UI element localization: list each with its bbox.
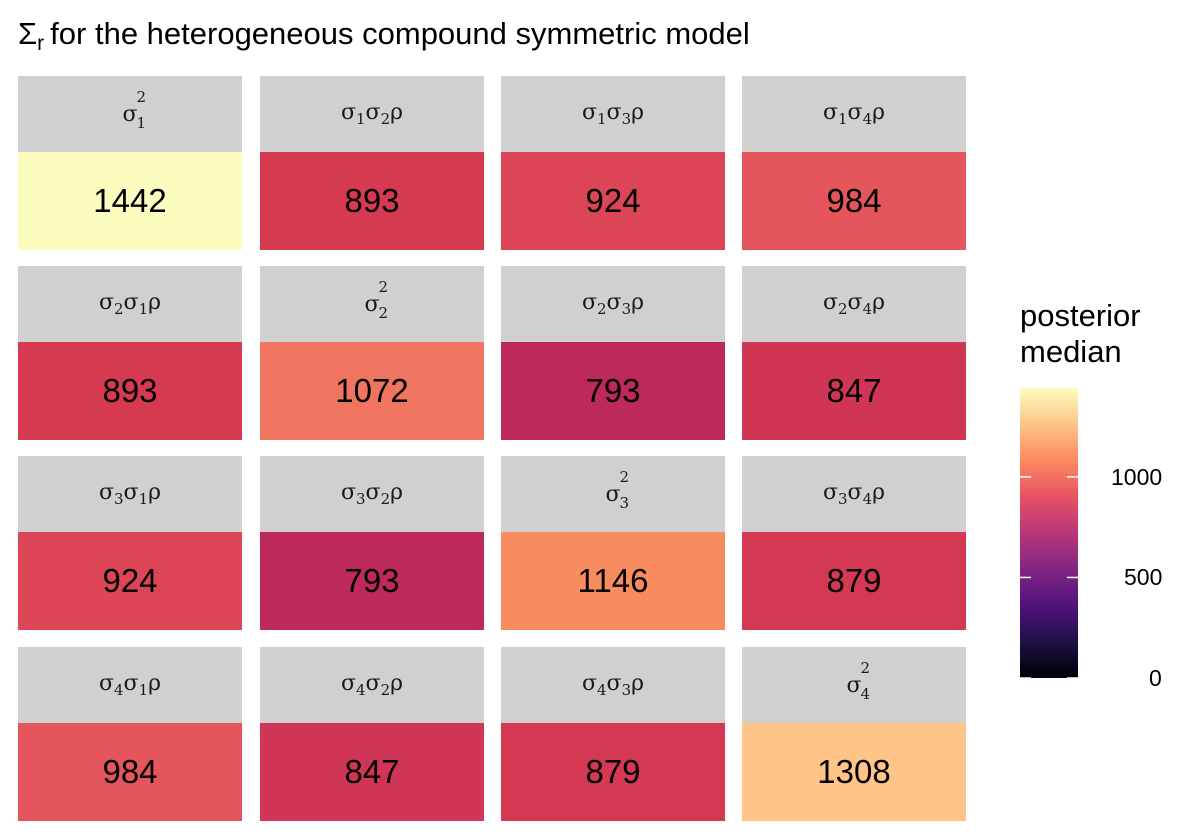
legend-title-line-2: median [1020, 334, 1122, 369]
cell-strip-label: σ4σ2ρ [260, 647, 484, 723]
heatmap-cell: σ1σ2ρ 893 [260, 76, 484, 250]
cell-value: 893 [18, 342, 242, 440]
cell-strip-label: σ1σ4ρ [742, 76, 966, 152]
colorbar-tick-label: 1000 [1111, 463, 1163, 490]
heatmap-cell: σ1σ3ρ 924 [501, 76, 725, 250]
cell-value: 1072 [260, 342, 484, 440]
cell-value: 1442 [18, 152, 242, 250]
covariance-symbol: σ4σ3ρ [581, 671, 645, 699]
cell-strip-label: σ3σ2ρ [260, 456, 484, 532]
cell-value: 847 [742, 342, 966, 440]
cell-value: 793 [501, 342, 725, 440]
cell-value: 924 [18, 532, 242, 630]
heatmap-cell: σ1σ4ρ 984 [742, 76, 966, 250]
heatmap-cell: σ3σ1ρ 924 [18, 456, 242, 630]
heatmap-cell: σ4σ3ρ 879 [501, 647, 725, 821]
cell-value: 1308 [742, 723, 966, 821]
covariance-symbol: σ3σ4ρ [822, 480, 886, 508]
legend-title: posterior median [1020, 298, 1141, 370]
cell-strip-label: σ1σ3ρ [501, 76, 725, 152]
heatmap-cell: σ 2 1 1442 [18, 76, 242, 250]
colorbar [1020, 388, 1078, 678]
heatmap-cell: σ4σ1ρ 984 [18, 647, 242, 821]
cell-strip-label: σ4σ1ρ [18, 647, 242, 723]
colorbar-tick-label: 0 [1149, 665, 1162, 691]
covariance-symbol: σ1σ2ρ [340, 100, 404, 128]
covariance-symbol: σ2σ4ρ [822, 290, 886, 318]
covariance-symbol: σ4σ2ρ [340, 671, 404, 699]
covariance-symbol: σ1σ4ρ [822, 100, 886, 128]
covariance-symbol: σ2σ1ρ [98, 290, 162, 318]
cell-strip-label: σ1σ2ρ [260, 76, 484, 152]
cell-value: 984 [742, 152, 966, 250]
cell-strip-label: σ3σ4ρ [742, 456, 966, 532]
cell-value: 879 [742, 532, 966, 630]
cell-strip-label: σ2σ3ρ [501, 266, 725, 342]
heatmap-cell: σ 2 4 1308 [742, 647, 966, 821]
heatmap-cell: σ 2 3 1146 [501, 456, 725, 630]
heatmap-cell: σ4σ2ρ 847 [260, 647, 484, 821]
chart-title: Σr for the heterogeneous compound symmetr… [18, 16, 750, 55]
cell-value: 879 [501, 723, 725, 821]
heatmap-cell: σ2σ1ρ 893 [18, 266, 242, 440]
heatmap-cell: σ2σ4ρ 847 [742, 266, 966, 440]
heatmap-cell: σ 2 2 1072 [260, 266, 484, 440]
cell-strip-label: σ4σ3ρ [501, 647, 725, 723]
cell-value: 924 [501, 152, 725, 250]
cell-strip-label: σ2σ1ρ [18, 266, 242, 342]
cell-strip-label: σ2σ4ρ [742, 266, 966, 342]
cell-value: 793 [260, 532, 484, 630]
cell-value: 1146 [501, 532, 725, 630]
heatmap-cell: σ3σ2ρ 793 [260, 456, 484, 630]
covariance-symbol: σ3σ1ρ [98, 480, 162, 508]
cell-value: 984 [18, 723, 242, 821]
heatmap-cell: σ2σ3ρ 793 [501, 266, 725, 440]
covariance-symbol: σ4σ1ρ [98, 671, 162, 699]
heatmap-cell: σ3σ4ρ 879 [742, 456, 966, 630]
colorbar-tick-label: 500 [1124, 564, 1163, 591]
covariance-symbol: σ2σ3ρ [581, 290, 645, 318]
cell-value: 847 [260, 723, 484, 821]
covariance-symbol: σ3σ2ρ [340, 480, 404, 508]
covariance-symbol: σ1σ3ρ [581, 100, 645, 128]
legend-title-line-1: posterior [1020, 298, 1141, 333]
cell-strip-label: σ3σ1ρ [18, 456, 242, 532]
cell-value: 893 [260, 152, 484, 250]
colorbar-gradient [1020, 388, 1078, 678]
